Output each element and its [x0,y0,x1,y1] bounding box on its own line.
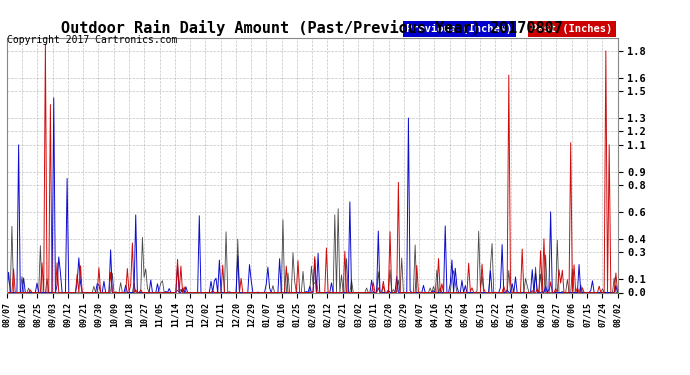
Title: Outdoor Rain Daily Amount (Past/Previous Year) 20170807: Outdoor Rain Daily Amount (Past/Previous… [61,20,563,36]
Text: Copyright 2017 Cartronics.com: Copyright 2017 Cartronics.com [7,35,177,45]
Text: Previous (Inches): Previous (Inches) [406,24,513,34]
Text: Past (Inches): Past (Inches) [531,24,613,34]
